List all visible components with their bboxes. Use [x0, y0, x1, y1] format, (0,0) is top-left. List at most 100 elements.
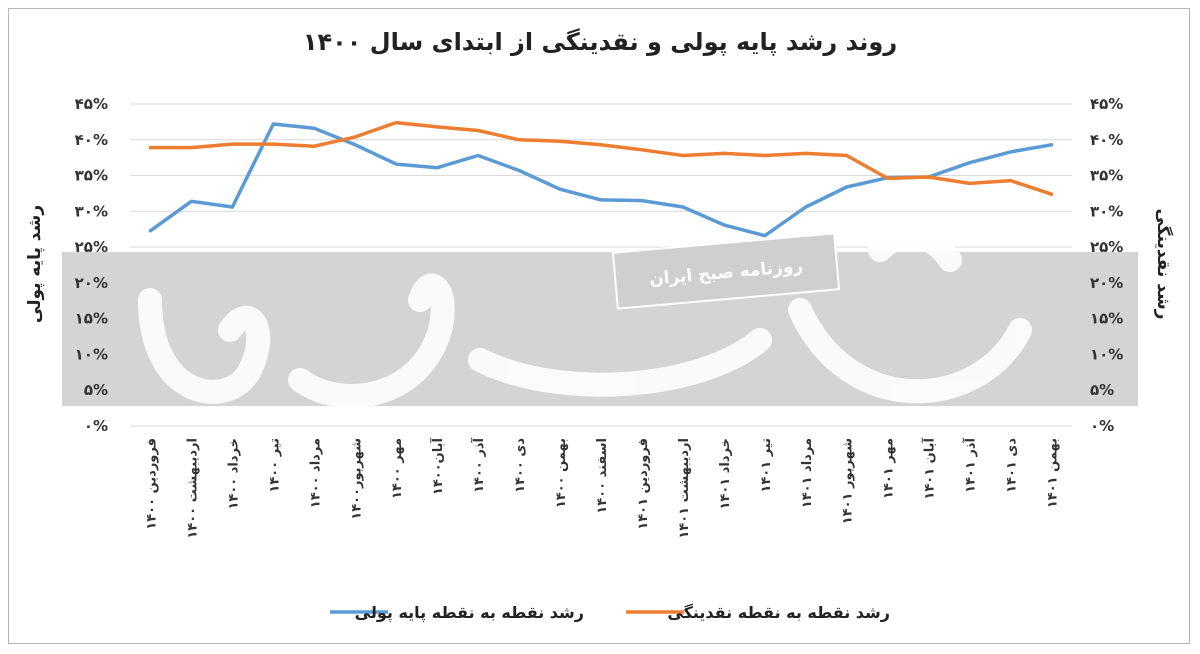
y-tick-label-left: ۲۰%	[75, 274, 108, 292]
data-point-liquidity	[189, 146, 194, 150]
x-tick-label: اردیبهشت ۱۴۰۰	[185, 438, 200, 539]
data-point-liquidity	[517, 138, 521, 142]
data-point-base-money	[517, 168, 521, 173]
y-tick-label-left: ۳۵%	[75, 167, 108, 185]
y-tick-label-right: ۱۰%	[1090, 345, 1123, 363]
data-point-base-money	[1008, 150, 1013, 154]
right-axis-ticks: ۰% ۵% ۱۰% ۱۵% ۲۰% ۲۵% ۳۰% ۳۵% ۴۰% ۴۵%	[1090, 95, 1123, 435]
data-point-base-money	[148, 229, 153, 233]
legend-label-base-money: رشد نقطه به نقطه پایه پولی	[355, 603, 584, 623]
data-point-liquidity	[353, 135, 357, 139]
x-tick-label: دی ۱۴۰۰	[513, 438, 528, 493]
chart-title: روند رشد پایه پولی و نقدینگی از ابتدای س…	[303, 28, 897, 56]
data-point-base-money	[640, 199, 644, 203]
x-tick-label: اسفند ۱۴۰۰	[595, 438, 610, 514]
data-point-liquidity	[845, 153, 849, 158]
y-tick-label-left: ۲۵%	[75, 238, 108, 256]
data-point-liquidity	[271, 142, 275, 146]
data-point-base-money	[763, 234, 767, 238]
x-tick-label: فروردین ۱۴۰۰	[144, 438, 159, 530]
watermark-label: روزنامه صبح ایران	[611, 232, 841, 310]
data-point-base-money	[312, 126, 316, 130]
y-tick-label-right: ۴۵%	[1090, 95, 1123, 113]
data-point-base-money	[394, 162, 398, 166]
data-point-liquidity	[804, 151, 808, 155]
data-point-base-money	[435, 166, 439, 170]
x-tick-label: آبان ۱۴۰۱	[921, 437, 938, 499]
data-point-liquidity	[763, 153, 767, 158]
series-line-liquidity	[148, 120, 1054, 196]
left-axis-title: رشد پایه پولی	[25, 205, 45, 323]
x-tick-label: آذر ۱۴۰۰	[470, 437, 487, 492]
data-point-base-money	[558, 187, 562, 191]
left-axis-ticks: ۰% ۵% ۱۰% ۱۵% ۲۰% ۲۵% ۳۰% ۳۵% ۴۰% ۴۵%	[75, 95, 108, 435]
x-tick-label: فروردین ۱۴۰۱	[636, 438, 651, 530]
y-tick-label-right: ۴۰%	[1090, 131, 1123, 149]
data-point-base-money	[189, 199, 194, 203]
x-tick-label: تیر ۱۴۰۱	[759, 438, 774, 493]
y-tick-label-right: ۲۵%	[1090, 238, 1123, 256]
data-point-base-money	[845, 185, 849, 189]
x-tick-label: خرداد ۱۴۰۰	[226, 438, 241, 510]
x-tick-label: آبان۱۴۰۰	[429, 437, 446, 495]
y-tick-label-right: ۵%	[1090, 381, 1114, 399]
data-point-base-money	[681, 205, 685, 209]
data-point-liquidity	[312, 144, 316, 148]
data-point-liquidity	[558, 139, 562, 143]
data-point-liquidity	[148, 146, 153, 150]
right-axis-title: رشد نقدینگی	[1153, 208, 1174, 319]
x-tick-label: مهر ۱۴۰۰	[390, 438, 405, 499]
data-point-liquidity	[968, 181, 972, 186]
series-lines	[148, 120, 1054, 238]
data-point-base-money	[230, 205, 234, 209]
x-tick-label: بهمن ۱۴۰۰	[554, 438, 569, 508]
data-point-base-money	[476, 153, 480, 158]
x-tick-label: اردیبهشت ۱۴۰۱	[677, 438, 692, 539]
data-point-liquidity	[230, 142, 234, 146]
x-tick-label: خرداد ۱۴۰۱	[718, 438, 733, 510]
data-point-liquidity	[927, 175, 931, 179]
y-tick-label-left: ۵%	[84, 381, 108, 399]
data-point-base-money	[968, 161, 972, 165]
y-tick-label-right: ۳۵%	[1090, 167, 1123, 185]
y-tick-label-left: ۴۰%	[75, 131, 108, 149]
x-tick-label: شهریور ۱۴۰۱	[841, 438, 856, 524]
y-tick-label-left: ۴۵%	[75, 95, 108, 113]
data-point-liquidity	[394, 121, 398, 125]
y-tick-label-right: ۳۰%	[1090, 202, 1123, 220]
data-point-liquidity	[435, 125, 439, 129]
data-point-liquidity	[681, 153, 685, 158]
y-tick-label-left: ۳۰%	[75, 202, 108, 220]
data-point-liquidity	[640, 148, 644, 152]
x-tick-label: مرداد ۱۴۰۰	[308, 438, 323, 508]
data-point-base-money	[1049, 143, 1054, 147]
x-tick-label: آذر ۱۴۰۱	[962, 437, 979, 492]
data-point-base-money	[722, 223, 726, 227]
x-tick-label: بهمن ۱۴۰۱	[1046, 438, 1061, 508]
legend: رشد نقطه به نقطه پایه پولی رشد نقطه به ن…	[330, 603, 890, 623]
data-point-base-money	[804, 205, 808, 209]
y-tick-label-right: ۰%	[1090, 417, 1114, 435]
data-point-base-money	[271, 122, 275, 126]
series-line-base-money	[148, 122, 1054, 238]
category-labels: فروردین ۱۴۰۰ اردیبهشت ۱۴۰۰ خرداد ۱۴۰۰ تیر ۱…	[144, 437, 1060, 538]
y-tick-label-left: ۱۰%	[75, 345, 108, 363]
data-point-liquidity	[722, 151, 726, 155]
data-point-liquidity	[599, 143, 603, 147]
x-tick-label: تیر ۱۴۰۰	[267, 438, 282, 493]
y-tick-label-right: ۱۵%	[1090, 310, 1123, 328]
y-tick-label-right: ۲۰%	[1090, 274, 1123, 292]
y-tick-label-left: ۰%	[84, 417, 108, 435]
data-point-liquidity	[1049, 192, 1054, 196]
x-tick-label: مهر ۱۴۰۱	[882, 438, 897, 499]
data-point-liquidity	[1008, 178, 1013, 183]
data-point-liquidity	[886, 176, 890, 181]
data-point-liquidity	[476, 128, 480, 133]
legend-label-liquidity: رشد نقطه به نقطه نقدینگی	[667, 603, 890, 622]
y-tick-label-left: ۱۵%	[75, 310, 108, 328]
data-point-base-money	[599, 198, 603, 202]
watermark-logo	[138, 224, 1032, 408]
x-tick-label: شهریور۱۴۰۰	[349, 438, 364, 520]
x-tick-label: مرداد ۱۴۰۱	[800, 438, 815, 508]
